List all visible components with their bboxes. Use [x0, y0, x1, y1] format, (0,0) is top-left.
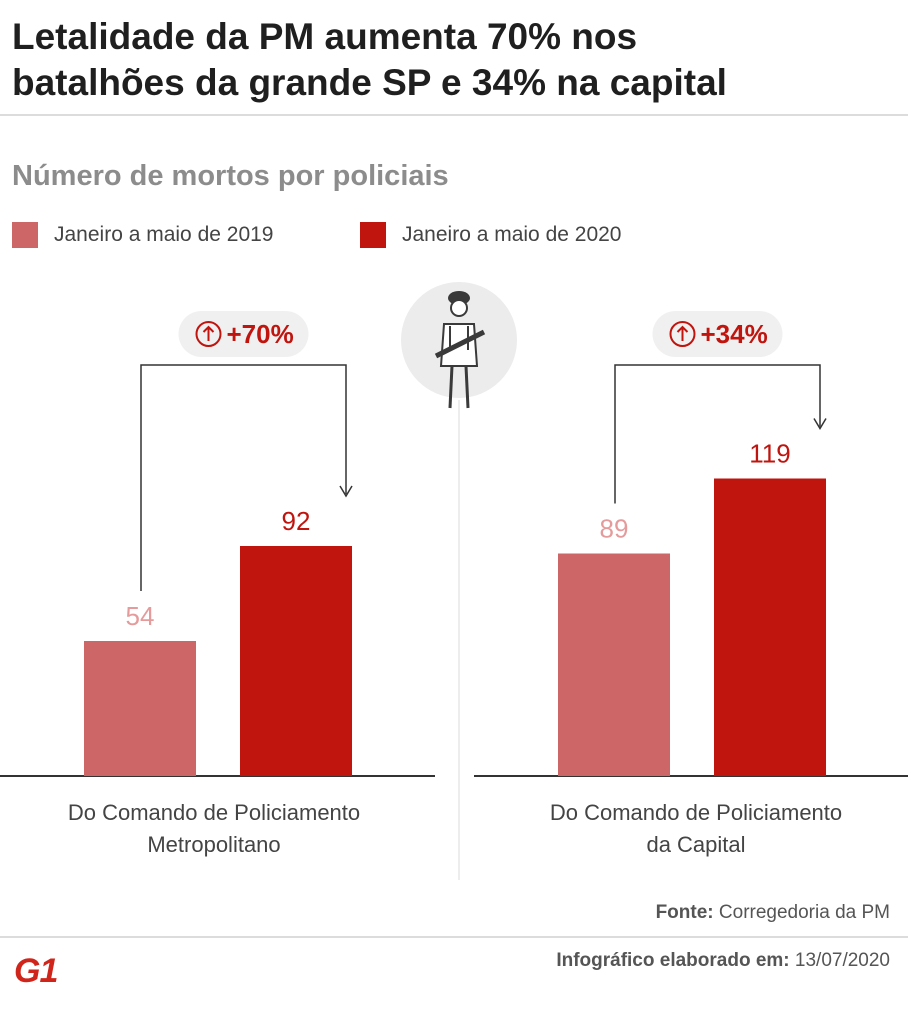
credit: Infográfico elaborado em: 13/07/2020: [556, 950, 890, 972]
legend-label-2020: Janeiro a maio de 2020: [402, 223, 622, 246]
police-officer-icon: [401, 282, 517, 409]
up-arrow-icon: [676, 325, 689, 341]
up-arrow-icon: [202, 325, 215, 341]
annotation-text-0: +70%: [227, 319, 294, 349]
category-label-0-0: Do Comando de Policiamento: [68, 800, 360, 825]
title-line-2: batalhões da grande SP e 34% na capital: [12, 62, 727, 103]
data-label-1-1: 119: [749, 439, 790, 469]
legend-item-2019: Janeiro a maio de 2019: [12, 222, 274, 248]
bar-1-0: [558, 553, 670, 776]
credit-date: 13/07/2020: [794, 950, 890, 971]
legend-label-2019: Janeiro a maio de 2019: [54, 223, 274, 246]
data-label-0-1: 92: [282, 506, 311, 536]
top-divider: [0, 114, 908, 116]
category-label-1-0: Do Comando de Policiamento: [550, 800, 842, 825]
data-label-1-0: 89: [600, 514, 629, 544]
annotation-text-1: +34%: [701, 319, 768, 349]
bar-1-1: [714, 478, 826, 776]
category-label-1-1: da Capital: [646, 832, 745, 857]
bracket-0: [140, 364, 347, 591]
bar-chart: 54 92 +70% Do Comando de Policiamento Metrop…: [0, 270, 908, 910]
source-label: Fonte:: [655, 902, 714, 923]
category-label-0-1: Metropolitano: [147, 832, 280, 857]
bar-0-1: [240, 546, 352, 776]
legend-item-2020: Janeiro a maio de 2020: [360, 222, 622, 248]
source-value: Corregedoria da PM: [718, 902, 890, 923]
bar-0-0: [84, 641, 196, 776]
title-line-1: Letalidade da PM aumenta 70% nos: [12, 16, 638, 57]
up-arrow-circle-icon: [195, 321, 222, 347]
chart-svg: 54 92 +70% Do Comando de Policiamento Metrop…: [0, 282, 908, 880]
chart-title: Letalidade da PM aumenta 70% nos batalhõ…: [12, 14, 902, 106]
bracket-arrow-1: [813, 418, 827, 430]
legend-swatch-2019: [12, 222, 38, 248]
bracket-arrow-0: [339, 485, 353, 498]
legend: Janeiro a maio de 2019 Janeiro a maio de…: [0, 222, 908, 252]
chart-subtitle: Número de mortos por policiais: [12, 160, 449, 192]
up-arrow-circle-icon: [669, 321, 696, 347]
data-label-0-0: 54: [126, 601, 155, 631]
source: Fonte: Corregedoria da PM: [656, 902, 890, 924]
credit-label: Infográfico elaborado em:: [556, 950, 790, 971]
legend-swatch-2020: [360, 222, 386, 248]
bracket-1: [614, 364, 821, 504]
g1-logo: G1: [14, 952, 58, 990]
bottom-divider: [0, 936, 908, 938]
